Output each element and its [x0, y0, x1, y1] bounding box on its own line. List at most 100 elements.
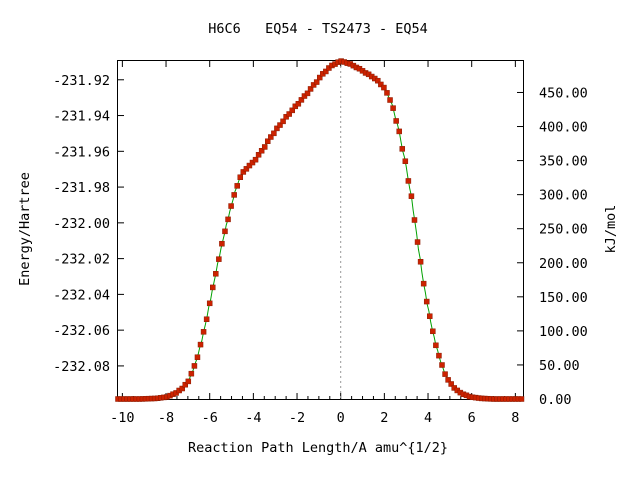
- x-tick-label: 6: [468, 410, 476, 426]
- y-tick-label: -232.00: [53, 216, 110, 232]
- x-tick-label: -10: [110, 410, 134, 426]
- data-point-marker: [182, 381, 188, 388]
- data-point-marker: [402, 158, 409, 164]
- data-point-marker: [234, 183, 240, 189]
- data-point-marker: [304, 90, 311, 97]
- data-point-marker: [396, 128, 402, 135]
- data-point-marker: [323, 68, 329, 75]
- x-tick-label: -8: [158, 410, 174, 426]
- data-point-marker: [405, 178, 412, 184]
- data-point-marker: [206, 300, 213, 307]
- data-point-marker: [191, 363, 198, 369]
- y-axis-label: Energy/Hartree: [17, 172, 33, 286]
- data-point-marker: [271, 130, 277, 137]
- data-point-marker: [222, 228, 228, 235]
- data-point-marker: [417, 259, 424, 265]
- x-axis-label: Reaction Path Length/A amu^{1/2}: [188, 440, 448, 456]
- data-point-marker: [243, 166, 250, 172]
- data-point-marker: [216, 256, 222, 262]
- data-point-marker: [414, 239, 421, 245]
- data-point-marker: [375, 77, 381, 84]
- y-tick-label: -232.08: [53, 359, 110, 375]
- x-tick-label: -2: [289, 410, 305, 426]
- y2-tick-label: 100.00: [539, 324, 588, 340]
- data-point-marker: [283, 114, 289, 120]
- energy-series-line: [118, 60, 522, 400]
- data-point-marker: [439, 362, 445, 368]
- data-point-marker: [240, 169, 247, 175]
- data-point-marker: [390, 105, 396, 111]
- data-point-marker: [442, 371, 448, 377]
- data-point-marker: [188, 370, 195, 377]
- data-point-marker: [378, 81, 384, 88]
- y2-tick-label: 300.00: [539, 188, 588, 204]
- data-point-marker: [430, 328, 436, 335]
- y2-tick-label: 250.00: [539, 222, 588, 238]
- data-point-marker: [436, 352, 442, 359]
- data-point-marker: [231, 192, 237, 198]
- data-point-marker: [295, 101, 302, 107]
- data-point-marker: [249, 159, 256, 166]
- y2-tick-label: 450.00: [539, 85, 588, 101]
- y2-tick-label: 200.00: [539, 256, 588, 272]
- data-point-marker: [185, 378, 192, 385]
- data-point-marker: [274, 125, 280, 132]
- data-point-marker: [518, 396, 525, 402]
- y-tick-label: -232.02: [53, 252, 110, 268]
- data-point-marker: [445, 377, 451, 383]
- y2-axis-label: kJ/mol: [603, 205, 619, 254]
- data-point-marker: [179, 385, 185, 392]
- data-point-marker: [200, 329, 207, 335]
- data-point-marker: [268, 134, 274, 140]
- x-tick-label: -4: [245, 410, 261, 426]
- data-point-marker: [277, 122, 283, 128]
- y2-tick-label: 50.00: [539, 358, 580, 374]
- y-tick-label: -231.92: [53, 73, 110, 89]
- y2-tick-label: 400.00: [539, 120, 588, 136]
- data-point-marker: [213, 271, 219, 277]
- data-point-marker: [423, 298, 430, 305]
- data-point-marker: [197, 341, 204, 348]
- data-point-marker: [313, 79, 320, 85]
- data-point-marker: [420, 280, 427, 287]
- x-tick-label: 4: [424, 410, 432, 426]
- data-point-marker: [298, 97, 305, 103]
- y2-tick-label: 0.00: [539, 392, 572, 408]
- data-point-marker: [289, 107, 295, 114]
- data-point-marker: [381, 84, 387, 91]
- data-point-marker: [194, 354, 201, 360]
- y-tick-label: -232.06: [53, 323, 110, 339]
- data-point-marker: [427, 313, 433, 319]
- data-point-marker: [255, 152, 262, 158]
- y2-tick-label: 350.00: [539, 154, 588, 170]
- data-point-marker: [210, 284, 216, 291]
- data-point-marker: [307, 86, 314, 92]
- x-tick-label: 0: [337, 410, 345, 426]
- data-point-marker: [280, 118, 286, 125]
- chart-title: H6C6 EQ54 - TS2473 - EQ54: [208, 21, 427, 37]
- data-point-marker: [408, 193, 415, 199]
- data-point-marker: [265, 138, 271, 144]
- data-point-marker: [219, 240, 225, 247]
- data-point-marker: [225, 216, 231, 223]
- data-point-marker: [237, 174, 244, 180]
- data-point-marker: [228, 203, 234, 209]
- data-point-marker: [286, 111, 292, 117]
- data-point-marker: [252, 156, 259, 163]
- x-tick-label: -6: [202, 410, 218, 426]
- data-point-marker: [384, 90, 390, 96]
- data-point-marker: [246, 162, 253, 169]
- y-tick-label: -231.94: [53, 109, 110, 125]
- data-point-marker: [399, 146, 406, 152]
- x-tick-label: 2: [380, 410, 388, 426]
- data-point-marker: [203, 316, 210, 322]
- y-tick-label: -231.98: [53, 180, 110, 196]
- data-point-marker: [261, 144, 268, 150]
- data-point-marker: [393, 118, 399, 124]
- y-tick-label: -232.04: [53, 287, 110, 303]
- data-point-marker: [433, 342, 439, 349]
- data-point-marker: [258, 148, 265, 154]
- plot-frame: [117, 60, 524, 400]
- y2-tick-label: 150.00: [539, 290, 588, 306]
